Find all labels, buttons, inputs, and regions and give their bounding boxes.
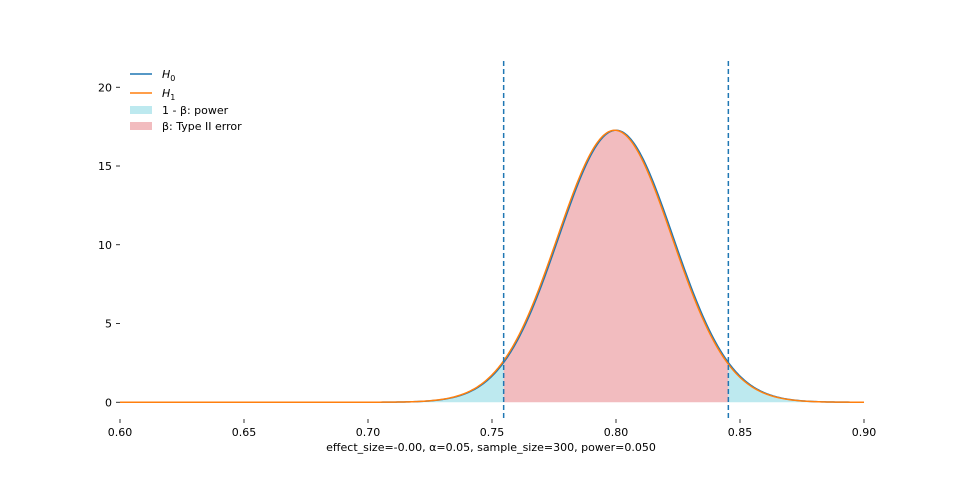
x-tick-label-0.75: 0.75 — [480, 426, 505, 439]
x-tick-label-0.80: 0.80 — [604, 426, 629, 439]
critical-value-lines — [502, 61, 730, 419]
curve-h0 — [120, 129, 865, 403]
y-tick-label-0: 0 — [105, 396, 112, 409]
legend-label-h1: H1 — [162, 87, 175, 102]
legend-label-power: 1 - β: power — [162, 104, 229, 117]
x-axis-label: effect_size=-0.00, α=0.05, sample_size=3… — [326, 441, 656, 454]
legend: H0 H1 1 - β: power β: Type II error — [130, 68, 242, 133]
y-tick-label-5: 5 — [105, 318, 112, 331]
legend-label-h0: H0 — [162, 68, 175, 83]
x-tick-label-0.85: 0.85 — [728, 426, 753, 439]
x-tick-label-0.65: 0.65 — [232, 426, 257, 439]
x-tick-label-0.70: 0.70 — [356, 426, 381, 439]
legend-label-beta: β: Type II error — [162, 120, 242, 133]
legend-swatch-power — [130, 106, 152, 114]
y-tick-label-20: 20 — [98, 81, 112, 94]
density-curves — [120, 129, 865, 403]
curve-h1 — [120, 129, 864, 403]
x-tick-label-0.90: 0.90 — [852, 426, 877, 439]
filled-regions — [120, 130, 864, 403]
y-tick-label-10: 10 — [98, 239, 112, 252]
y-axis: 0 5 10 15 20 — [98, 81, 120, 409]
x-axis: 0.60 0.65 0.70 0.75 0.80 0.85 0.90 — [108, 419, 877, 439]
type-ii-error-region — [503, 130, 729, 403]
power-region-1 — [120, 360, 504, 403]
legend-swatch-beta — [130, 122, 152, 130]
y-tick-label-15: 15 — [98, 160, 112, 173]
x-tick-label-0.60: 0.60 — [108, 426, 133, 439]
